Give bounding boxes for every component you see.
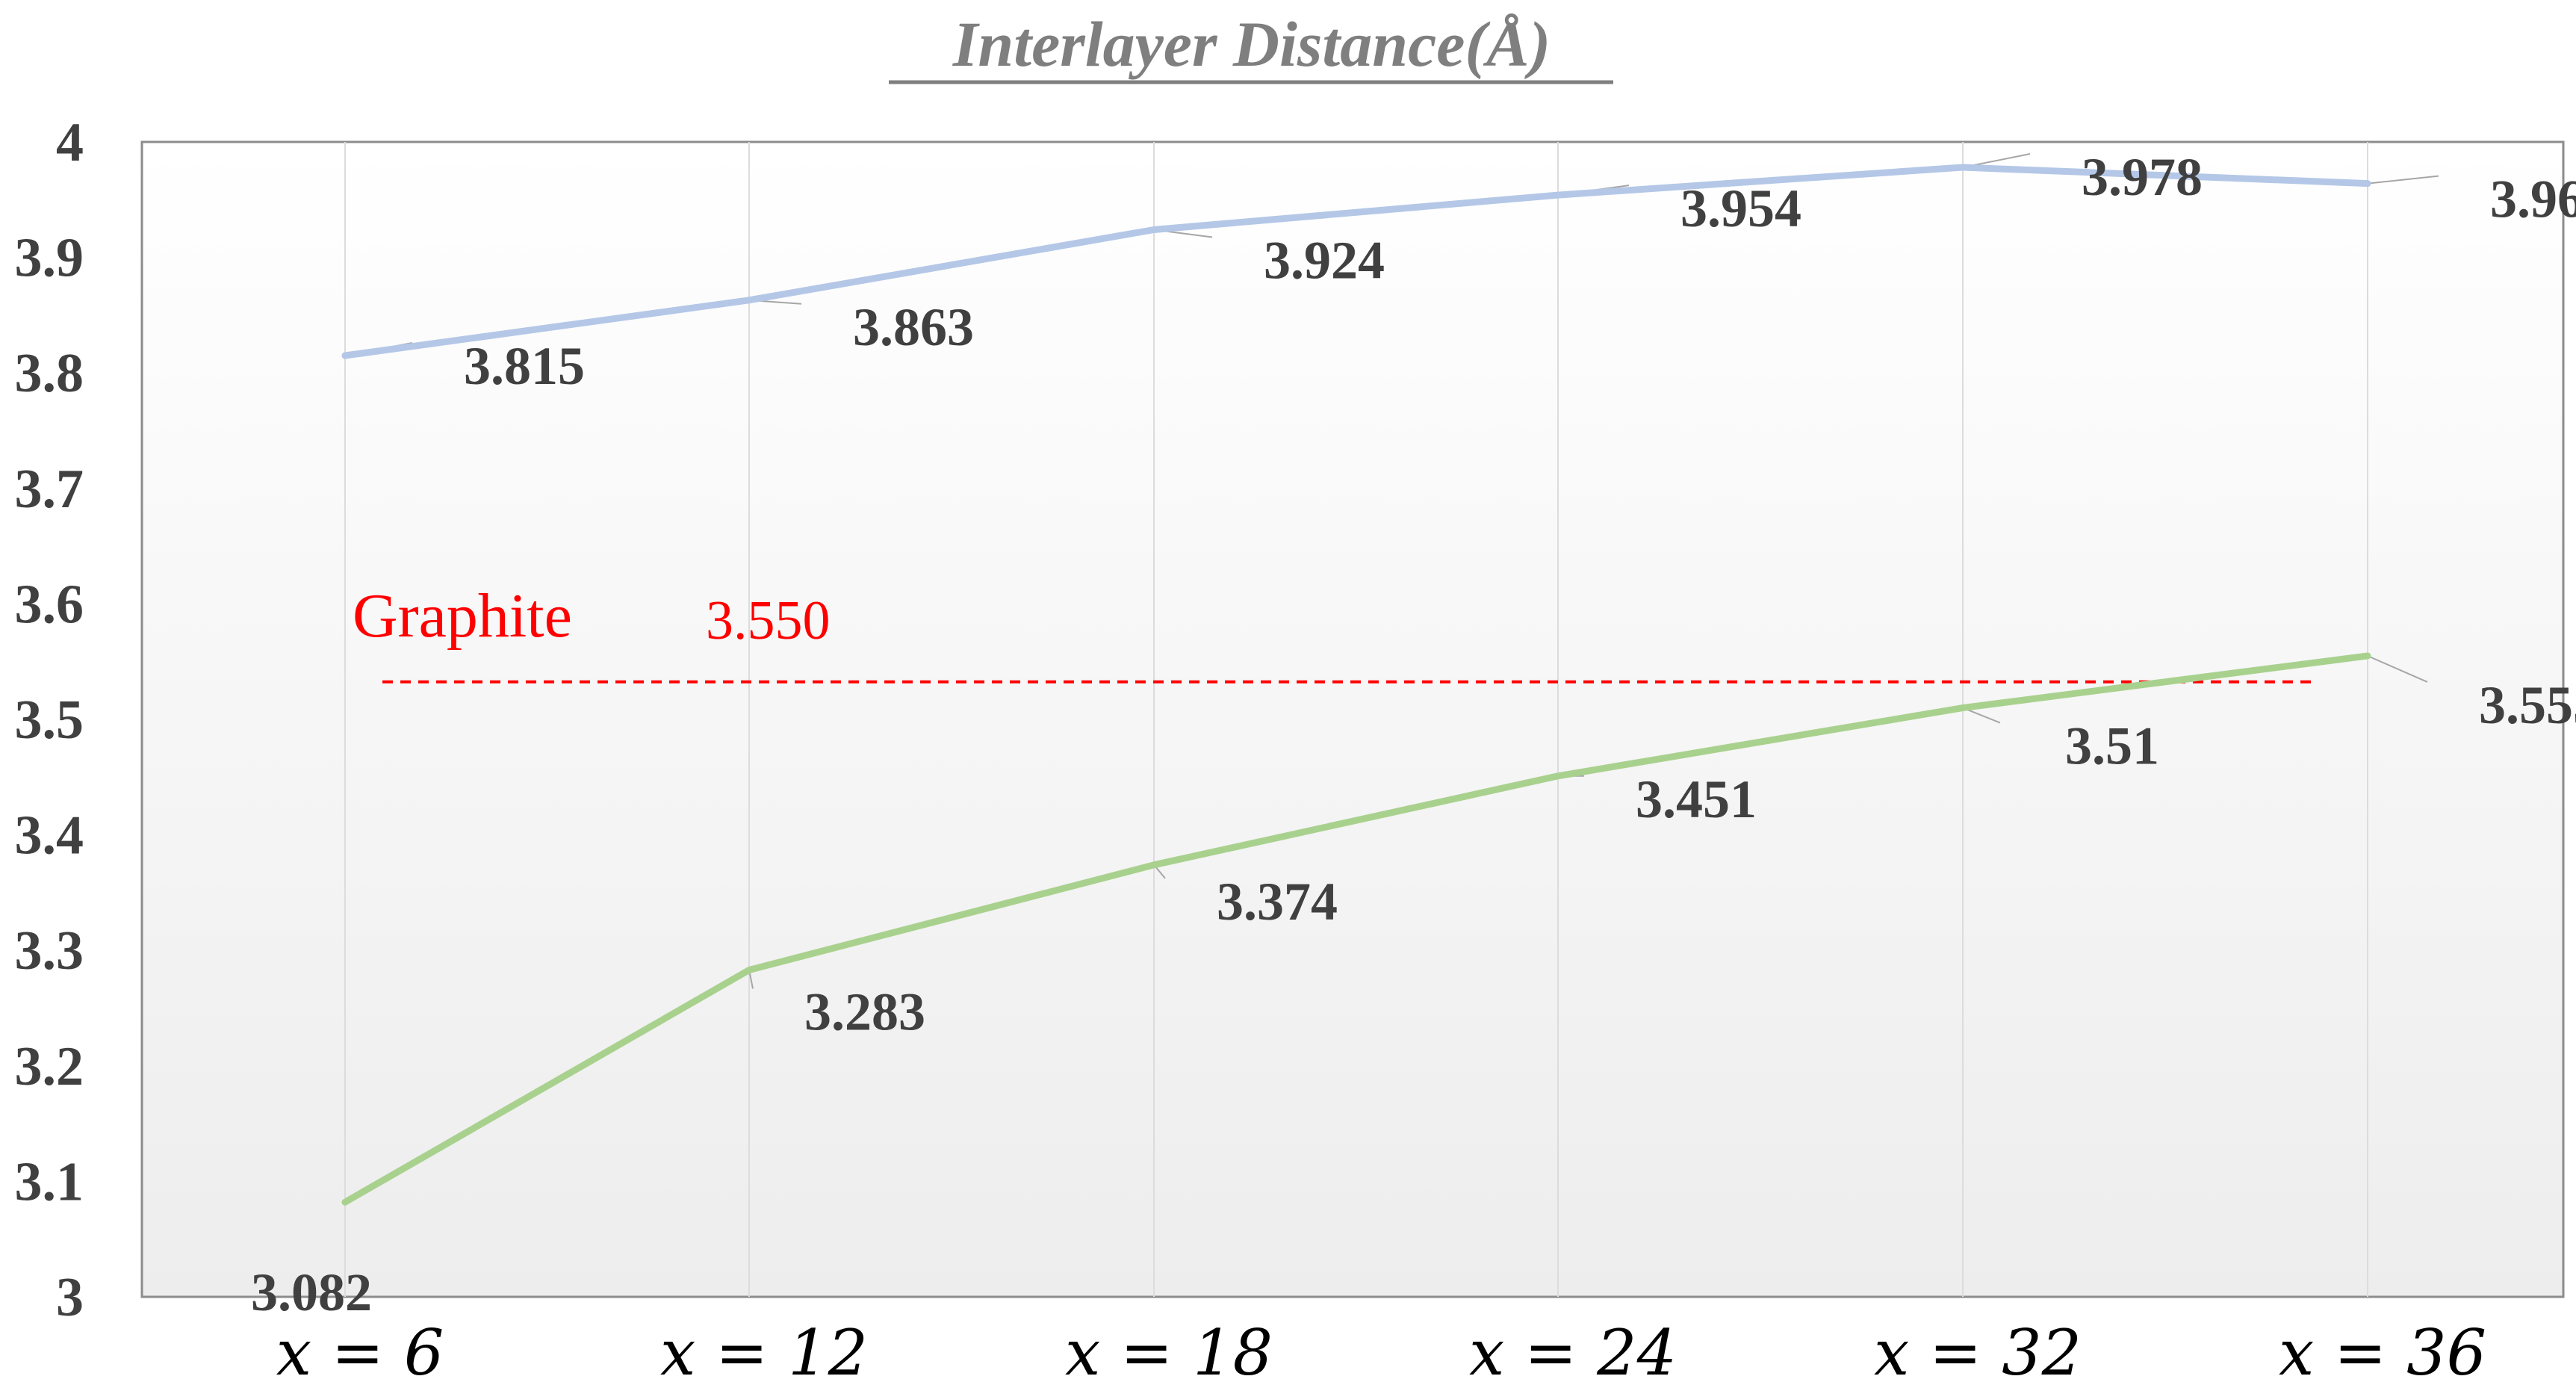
data-label: 3.815 — [464, 336, 585, 396]
x-tick-label: x = 6 — [276, 1316, 444, 1382]
x-tick-label: x = 12 — [660, 1316, 868, 1382]
series-lines — [341, 164, 2371, 1206]
data-label: 3.51 — [2065, 716, 2159, 776]
x-tick-label: x = 24 — [1469, 1316, 1677, 1382]
y-tick-label: 3.8 — [15, 343, 84, 404]
y-tick-label: 4 — [56, 112, 84, 173]
data-labels: 3.815 3.863 3.924 3.954 3.978 3.964 3.082 3.283… — [251, 147, 2576, 1322]
data-label: 3.374 — [1217, 872, 1338, 932]
gridlines — [344, 142, 2368, 1297]
plot-area — [140, 140, 2565, 1298]
data-label: 3.451 — [1636, 769, 1757, 829]
x-axis-ticks: x = 6 x = 12 x = 18 x = 24 x = 32 x = 36 — [276, 1316, 2486, 1382]
leader-line — [2367, 175, 2439, 185]
data-label: 3.964 — [2490, 170, 2576, 229]
series-line-1 — [341, 164, 2371, 359]
y-tick-label: 3.2 — [15, 1036, 84, 1097]
x-tick-label: x = 18 — [1065, 1316, 1273, 1382]
data-label: 3.924 — [1264, 230, 1385, 290]
reference-line-label: Graphite — [353, 581, 572, 651]
y-tick-label: 3.6 — [15, 574, 84, 635]
y-tick-label: 3.5 — [15, 690, 84, 751]
series-line-2 — [341, 652, 2371, 1206]
y-tick-label: 3 — [56, 1267, 84, 1328]
data-label: 3.082 — [251, 1262, 372, 1322]
data-label: 3.283 — [804, 982, 925, 1041]
y-tick-label: 3.4 — [15, 805, 84, 867]
data-label: 3.978 — [2082, 147, 2203, 207]
x-tick-label: x = 32 — [1874, 1316, 2082, 1382]
reference-line-group: Graphite 3.550 — [353, 581, 2312, 684]
data-label: 3.954 — [1680, 179, 1801, 238]
y-axis-ticks: 3 3.1 3.2 3.3 3.4 3.5 3.6 3.7 3.8 3.9 4 — [15, 112, 84, 1328]
x-tick-label: x = 36 — [2279, 1316, 2486, 1382]
y-tick-label: 3.1 — [15, 1151, 84, 1212]
chart-title: Interlayer Distance(Å) — [952, 8, 1551, 80]
y-tick-label: 3.3 — [15, 920, 84, 982]
leader-line — [2367, 655, 2428, 683]
data-label: 3.555 — [2479, 675, 2576, 735]
reference-line-value: 3.550 — [706, 590, 831, 651]
y-tick-label: 3.7 — [15, 459, 84, 520]
y-tick-label: 3.9 — [15, 228, 84, 289]
data-label: 3.863 — [853, 297, 974, 357]
